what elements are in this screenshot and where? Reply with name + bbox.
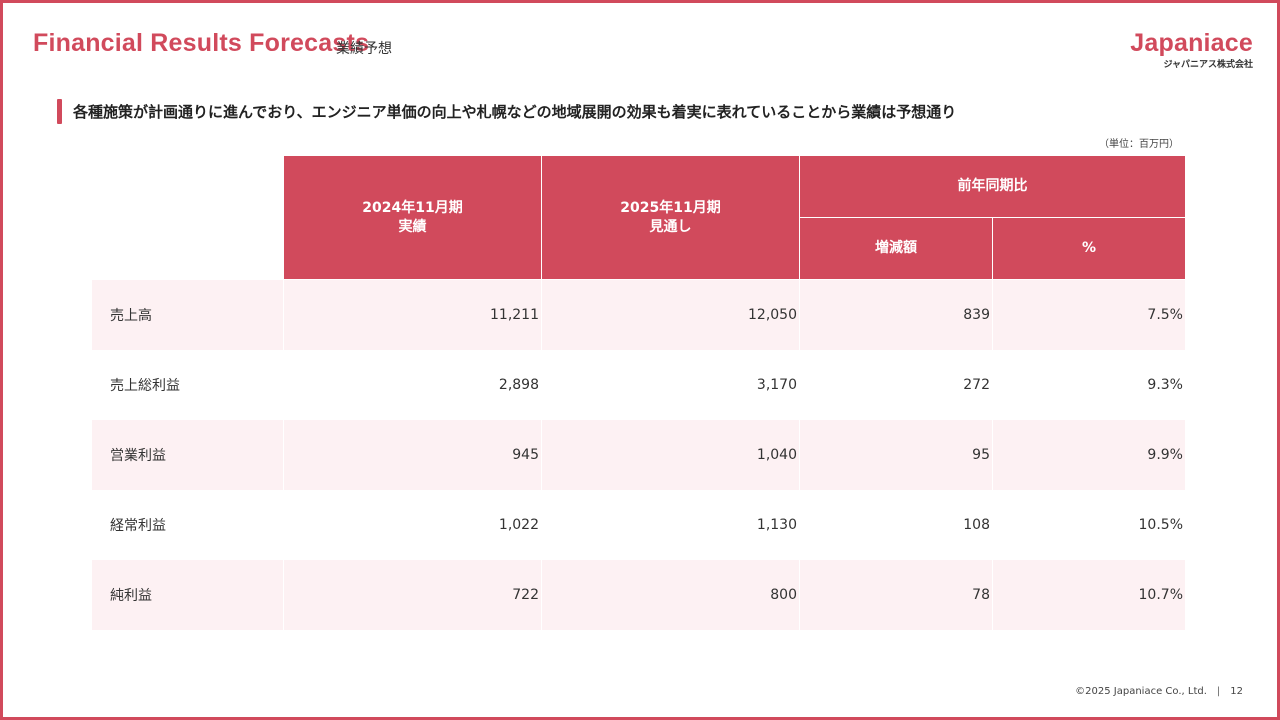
cell-fy2024: 722 (283, 560, 542, 630)
cell-fy2025: 800 (541, 560, 800, 630)
cell-pct: 10.7% (992, 560, 1186, 630)
page-subtitle: 業績予想 (336, 41, 392, 57)
cell-pct: 10.5% (992, 490, 1186, 560)
header-fy2024: 2024年11月期 実績 (283, 155, 542, 280)
company-logo: Japaniace ジャパニアス株式会社 (1130, 29, 1253, 70)
table-row: 純利益 722 800 78 10.7% (91, 560, 1186, 630)
header-yoy: 前年同期比 (799, 155, 1186, 218)
footer-separator: | (1216, 686, 1221, 697)
header-pct: % (992, 217, 1186, 280)
row-label: 売上高 (91, 279, 284, 350)
row-label: 営業利益 (91, 420, 284, 490)
header-fy2024-type: 実績 (398, 218, 427, 235)
row-label: 経常利益 (91, 490, 284, 560)
table-row: 営業利益 945 1,040 95 9.9% (91, 420, 1186, 490)
lead-accent-bar (57, 99, 62, 124)
cell-pct: 7.5% (992, 279, 1186, 350)
header-change: 増減額 (799, 217, 993, 280)
cell-fy2025: 1,040 (541, 420, 800, 490)
cell-fy2024: 945 (283, 420, 542, 490)
cell-fy2024: 11,211 (283, 279, 542, 350)
header-fy2025-period: 2025年11月期 (620, 199, 721, 216)
page-number: 12 (1230, 686, 1243, 697)
header-blank-cell (91, 155, 284, 280)
cell-fy2024: 2,898 (283, 350, 542, 420)
cell-pct: 9.9% (992, 420, 1186, 490)
row-label: 純利益 (91, 560, 284, 630)
cell-fy2024: 1,022 (283, 490, 542, 560)
header-fy2025: 2025年11月期 見通し (541, 155, 800, 280)
cell-change: 839 (799, 279, 993, 350)
cell-change: 108 (799, 490, 993, 560)
header-fy2025-type: 見通し (649, 218, 692, 235)
table-row: 売上高 11,211 12,050 839 7.5% (91, 279, 1186, 350)
cell-fy2025: 3,170 (541, 350, 800, 420)
row-label: 売上総利益 (91, 350, 284, 420)
cell-change: 272 (799, 350, 993, 420)
logo-company-name: ジャパニアス株式会社 (1163, 60, 1253, 70)
logo-wordmark: Japaniace (1130, 29, 1253, 57)
copyright-text: ©2025 Japaniace Co., Ltd. (1075, 686, 1207, 697)
page-title: Financial Results Forecasts (33, 29, 370, 57)
cell-change: 78 (799, 560, 993, 630)
cell-fy2025: 1,130 (541, 490, 800, 560)
table-row: 売上総利益 2,898 3,170 272 9.3% (91, 350, 1186, 420)
cell-fy2025: 12,050 (541, 279, 800, 350)
footer: ©2025 Japaniace Co., Ltd. | 12 (1075, 686, 1243, 697)
unit-note: （単位：百万円） (1099, 139, 1179, 150)
header-fy2024-period: 2024年11月期 (362, 199, 463, 216)
cell-pct: 9.3% (992, 350, 1186, 420)
forecast-table: 2024年11月期 実績 2025年11月期 見通し 前年同期比 増減額 % 売… (91, 155, 1186, 630)
cell-change: 95 (799, 420, 993, 490)
table-row: 経常利益 1,022 1,130 108 10.5% (91, 490, 1186, 560)
lead-text: 各種施策が計画通りに進んでおり、エンジニア単価の向上や札幌などの地域展開の効果も… (73, 103, 957, 121)
